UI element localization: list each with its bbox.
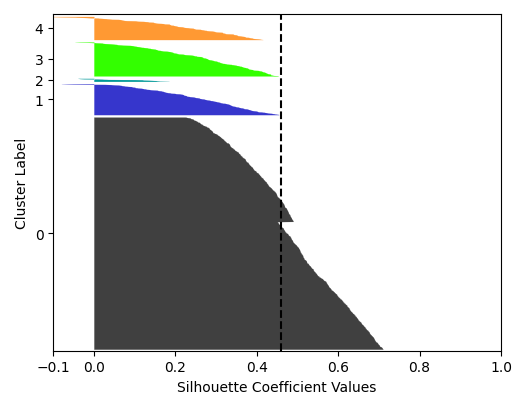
X-axis label: Silhouette Coefficient Values: Silhouette Coefficient Values	[178, 380, 377, 394]
Y-axis label: Cluster Label: Cluster Label	[15, 137, 29, 229]
